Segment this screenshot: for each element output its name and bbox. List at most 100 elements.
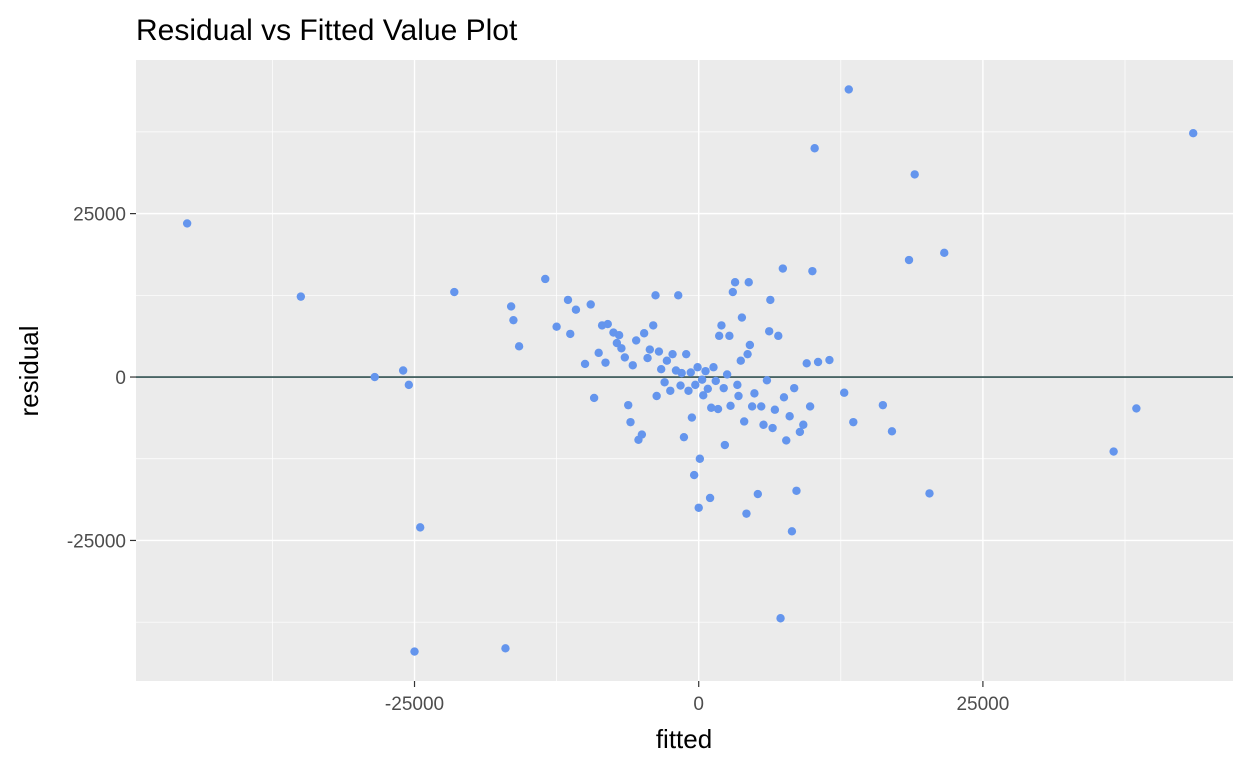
data-point (589, 393, 599, 403)
data-point (643, 353, 652, 363)
data-point (450, 287, 459, 297)
data-point (682, 349, 691, 359)
data-point (182, 219, 192, 228)
data-point (506, 302, 516, 311)
data-point (774, 331, 783, 341)
data-point (720, 440, 730, 450)
data-point (687, 413, 697, 422)
data-point (743, 349, 752, 359)
data-point (701, 366, 710, 376)
data-point (580, 359, 590, 369)
y-axis: -25000 0 25000 (67, 205, 136, 552)
data-point (501, 644, 510, 653)
data-point (770, 405, 780, 414)
data-point (651, 291, 660, 300)
data-point (552, 322, 561, 331)
data-point (404, 380, 414, 390)
data-point (910, 170, 919, 179)
data-point (766, 295, 775, 305)
data-point (810, 144, 819, 153)
data-point (717, 321, 726, 330)
data-point (662, 356, 672, 365)
y-tick-label: 0 (115, 368, 126, 389)
data-point (840, 388, 849, 397)
data-point (739, 417, 749, 426)
data-point (750, 389, 759, 398)
data-point (415, 523, 425, 532)
data-point (639, 329, 649, 338)
data-point (737, 313, 747, 322)
data-point (778, 264, 788, 273)
data-point (734, 391, 743, 401)
data-point (652, 391, 661, 401)
data-point (736, 356, 745, 365)
data-point (697, 375, 707, 384)
data-point (925, 489, 934, 498)
data-point (296, 292, 306, 301)
data-point (620, 353, 630, 362)
data-point (686, 368, 695, 377)
data-point (541, 274, 550, 284)
data-point (714, 331, 724, 341)
data-point (628, 361, 637, 370)
data-point (745, 340, 755, 350)
data-point (757, 402, 766, 411)
data-point (887, 427, 897, 436)
data-point (679, 432, 689, 442)
data-point (586, 300, 595, 309)
data-point (802, 359, 811, 368)
data-point (792, 486, 801, 495)
data-point (725, 331, 734, 341)
data-point (768, 423, 777, 433)
data-point (844, 85, 853, 94)
data-point (617, 344, 626, 353)
data-point (660, 378, 669, 387)
data-point (637, 430, 647, 439)
data-point (666, 386, 675, 395)
data-point (762, 376, 772, 385)
data-point (709, 363, 718, 372)
x-axis: -25000 0 25000 (385, 681, 1009, 715)
data-point (904, 255, 914, 265)
data-point (1132, 404, 1141, 413)
data-point (726, 401, 735, 410)
data-point (764, 327, 774, 336)
x-axis-title: fitted (656, 724, 712, 754)
data-point (733, 380, 742, 390)
data-point (1189, 129, 1198, 138)
data-point (624, 400, 633, 410)
data-point (563, 295, 573, 305)
data-point (571, 305, 581, 314)
data-point (691, 380, 700, 390)
data-point (649, 321, 658, 330)
data-point (654, 347, 664, 356)
minor-gridlines (136, 60, 1233, 681)
data-point (668, 349, 677, 359)
data-point (779, 393, 789, 402)
data-point (689, 470, 699, 480)
data-point (805, 402, 815, 411)
data-point (776, 614, 785, 623)
data-point (694, 503, 703, 512)
data-point (728, 287, 738, 297)
data-point (693, 363, 702, 372)
y-tick-label: -25000 (67, 531, 126, 552)
data-point (799, 420, 808, 429)
data-point (790, 383, 799, 393)
y-axis-title: residual (14, 325, 44, 416)
data-point (795, 427, 805, 437)
data-point (626, 417, 635, 427)
x-tick-label: 0 (693, 694, 704, 715)
data-point (509, 315, 518, 325)
chart-title: Residual vs Fitted Value Plot (136, 14, 518, 47)
data-point (705, 493, 715, 503)
data-point (878, 400, 888, 410)
data-point (1109, 447, 1118, 456)
data-point (676, 381, 685, 390)
data-point (808, 266, 817, 276)
data-point (759, 420, 768, 429)
data-point (695, 454, 705, 463)
data-point (410, 647, 419, 656)
data-point (940, 248, 949, 258)
